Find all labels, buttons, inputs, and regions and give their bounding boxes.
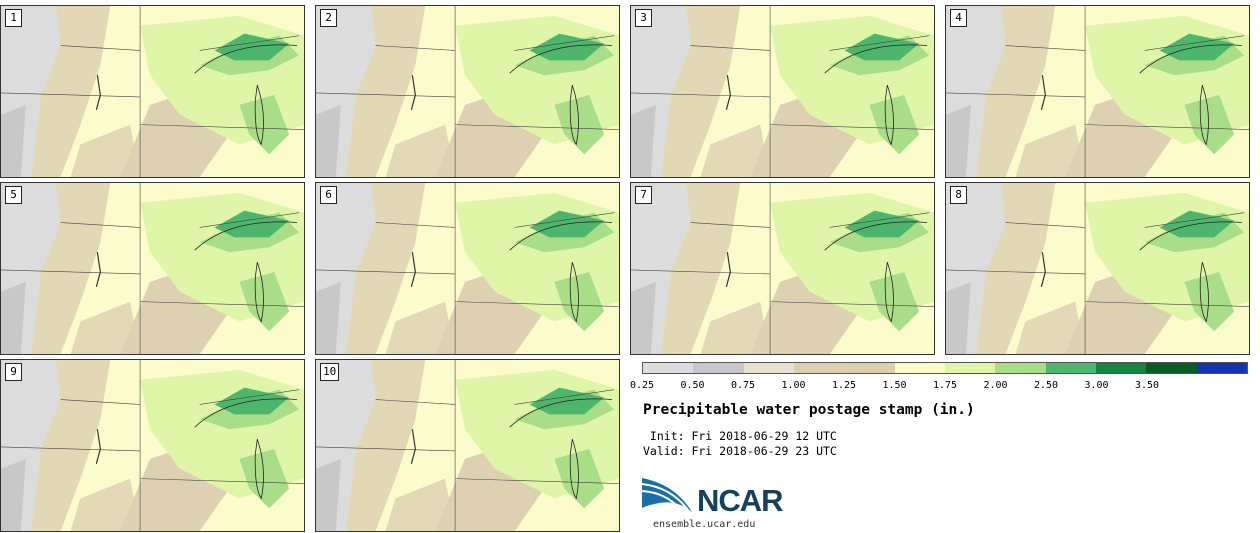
colorbar-swatch <box>844 363 895 373</box>
panel-number-label: 1 <box>5 9 22 27</box>
colorbar-swatch <box>944 363 996 373</box>
colorbar-swatch <box>643 363 694 373</box>
colorbar-tick-label: 3.50 <box>1134 380 1160 391</box>
map-panel: 6 <box>315 182 620 355</box>
panel-number-label: 5 <box>5 186 22 204</box>
panel-number-label: 10 <box>320 363 340 381</box>
colorbar-tick-label: 0.75 <box>730 380 756 391</box>
colorbar-tick-label: 0.25 <box>629 380 655 391</box>
ncar-logo-icon <box>642 478 692 512</box>
panel-number-label: 8 <box>950 186 967 204</box>
colorbar-tick-label: 1.00 <box>781 380 806 391</box>
map-panel: 1 <box>0 5 305 178</box>
colorbar <box>642 362 1248 374</box>
colorbar-tick-label: 3.00 <box>1084 380 1109 391</box>
colorbar-tick-label: 2.50 <box>1033 380 1059 391</box>
colorbar-swatch <box>1146 363 1197 373</box>
ncar-logo-text: NCAR <box>697 483 784 518</box>
plot-title: Precipitable water postage stamp (in.) <box>643 402 975 418</box>
colorbar-tick-label: 1.75 <box>932 380 958 391</box>
panel-number-label: 6 <box>320 186 337 204</box>
map-panel: 4 <box>945 5 1250 178</box>
panel-number-label: 3 <box>635 9 652 27</box>
map-panel: 3 <box>630 5 935 178</box>
colorbar-swatch <box>1045 363 1096 373</box>
panel-number-label: 7 <box>635 186 652 204</box>
colorbar-swatch <box>995 363 1046 373</box>
colorbar-swatch <box>743 363 794 373</box>
init-time: Init: Fri 2018-06-29 12 UTC <box>643 429 837 443</box>
map-panel: 10 <box>315 359 620 532</box>
map-panel: 5 <box>0 182 305 355</box>
panel-number-label: 9 <box>5 363 22 381</box>
valid-time: Valid: Fri 2018-06-29 23 UTC <box>643 444 837 458</box>
colorbar-swatch <box>894 363 945 373</box>
logo-url: ensemble.ucar.edu <box>653 519 756 530</box>
colorbar-tick-label: 1.25 <box>831 380 857 391</box>
colorbar-swatch <box>693 363 744 373</box>
colorbar-tick-label: 2.00 <box>983 380 1008 391</box>
colorbar-swatch <box>1095 363 1147 373</box>
panel-number-label: 4 <box>950 9 967 27</box>
panel-number-label: 2 <box>320 9 337 27</box>
colorbar-swatch <box>793 363 845 373</box>
colorbar-tick-label: 1.50 <box>882 380 907 391</box>
map-panel: 9 <box>0 359 305 532</box>
colorbar-swatch <box>1196 363 1247 373</box>
map-panel: 7 <box>630 182 935 355</box>
map-panel: 2 <box>315 5 620 178</box>
colorbar-tick-label: 0.50 <box>680 380 705 391</box>
map-panel: 8 <box>945 182 1250 355</box>
